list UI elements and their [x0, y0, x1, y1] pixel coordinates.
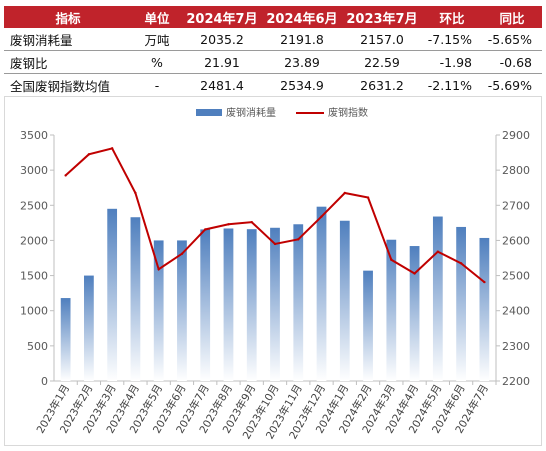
bar — [386, 239, 397, 381]
cell-2024-07: 2481.4 — [182, 73, 262, 97]
line-point — [87, 153, 91, 156]
cell-yoy: -0.68 — [482, 50, 542, 74]
line-point — [273, 242, 277, 246]
line-point — [250, 220, 253, 224]
bar — [130, 217, 141, 381]
table-row: 废钢消耗量 万吨 2035.2 2191.8 2157.0 -7.15% -5.… — [4, 28, 542, 51]
cell-unit: 万吨 — [132, 28, 182, 51]
y-left-tick-label: 1000 — [20, 305, 48, 318]
y-right-tick-label: 2500 — [502, 270, 530, 283]
col-header-mom: 环比 — [422, 6, 482, 28]
bar — [84, 275, 94, 381]
y-right-tick-label: 2600 — [502, 234, 530, 247]
col-header-yoy: 同比 — [482, 6, 542, 28]
y-left-tick-label: 0 — [41, 375, 48, 388]
cell-mom: -1.98 — [422, 50, 482, 74]
legend-bar-swatch — [196, 109, 222, 116]
y-left-tick-label: 3500 — [20, 129, 48, 142]
line-point — [227, 223, 230, 226]
bar — [270, 227, 280, 381]
line-point — [366, 196, 370, 199]
cell-yoy: -5.65% — [482, 28, 542, 51]
bar — [223, 228, 234, 381]
line-point — [180, 252, 184, 255]
legend-line-label: 废钢指数 — [328, 106, 368, 119]
col-header-indicator: 指标 — [4, 6, 132, 28]
y-right-tick-label: 2700 — [502, 199, 530, 212]
line-point — [436, 250, 440, 253]
bar — [456, 226, 466, 381]
bar — [409, 246, 420, 381]
col-header-2024-06: 2024年6月 — [262, 6, 342, 28]
line-point — [413, 272, 416, 275]
y-left-tick-label: 3000 — [20, 164, 48, 177]
cell-indicator: 全国废钢指数均值 — [4, 73, 132, 97]
cell-2024-06: 2191.8 — [262, 28, 342, 51]
y-right-tick-label: 2900 — [502, 129, 530, 142]
bar — [293, 224, 304, 381]
bar — [60, 298, 71, 381]
bar — [316, 206, 327, 381]
line-point — [483, 280, 486, 284]
cell-unit: % — [132, 50, 182, 74]
line-point — [110, 147, 114, 150]
bar — [246, 229, 257, 381]
cell-2024-07: 2035.2 — [182, 28, 262, 51]
chart-frame — [4, 96, 542, 446]
line-point — [343, 191, 346, 195]
col-header-2023-07: 2023年7月 — [342, 6, 422, 28]
table-row: 废钢比 % 21.91 23.89 22.59 -1.98 -0.68 — [4, 50, 542, 74]
cell-unit: - — [132, 73, 182, 97]
summary-table: 指标 单位 2024年7月 2024年6月 2023年7月 环比 同比 废钢消耗… — [4, 6, 542, 97]
cell-2023-07: 2631.2 — [342, 73, 422, 97]
y-right-tick-label: 2300 — [502, 340, 530, 353]
combo-chart: 0 500 1000 1500 2000 2500 3000 3500 2200 2300 2400… — [20, 106, 530, 441]
line-point — [134, 191, 137, 195]
bar — [339, 220, 350, 381]
bar — [107, 208, 118, 381]
line-point — [64, 174, 67, 177]
bar — [200, 229, 211, 381]
y-right-tick-label: 2200 — [502, 375, 530, 388]
cell-yoy: -5.69% — [482, 73, 542, 97]
bar — [432, 216, 443, 381]
line-point — [459, 262, 463, 265]
line-point — [204, 228, 207, 231]
cell-2023-07: 2157.0 — [342, 28, 422, 51]
line-point — [157, 268, 160, 271]
y-left-tick-label: 500 — [27, 340, 48, 353]
y-right-tick-label: 2400 — [502, 305, 530, 318]
cell-mom: -2.11% — [422, 73, 482, 97]
y-left-tick-label: 2000 — [20, 234, 48, 247]
line-point — [320, 215, 323, 218]
y-right-tick-label: 2800 — [502, 164, 530, 177]
bar — [479, 237, 490, 381]
cell-2024-07: 21.91 — [182, 50, 262, 74]
bar — [177, 240, 187, 381]
line-point — [297, 238, 300, 241]
legend-bar-label: 废钢消耗量 — [226, 106, 276, 119]
cell-2023-07: 22.59 — [342, 50, 422, 74]
table-row: 全国废钢指数均值 - 2481.4 2534.9 2631.2 -2.11% -… — [4, 73, 542, 97]
line-point — [390, 258, 393, 261]
bar — [363, 270, 373, 381]
cell-indicator: 废钢消耗量 — [4, 28, 132, 51]
cell-2024-06: 2534.9 — [262, 73, 342, 97]
col-header-unit: 单位 — [132, 6, 182, 28]
y-left-tick-label: 2500 — [20, 199, 48, 212]
col-header-2024-07: 2024年7月 — [182, 6, 262, 28]
y-left-tick-label: 1500 — [20, 270, 48, 283]
cell-mom: -7.15% — [422, 28, 482, 51]
cell-indicator: 废钢比 — [4, 50, 132, 74]
table-header-row: 指标 单位 2024年7月 2024年6月 2023年7月 环比 同比 — [4, 6, 542, 28]
cell-2024-06: 23.89 — [262, 50, 342, 74]
bar — [153, 240, 164, 381]
